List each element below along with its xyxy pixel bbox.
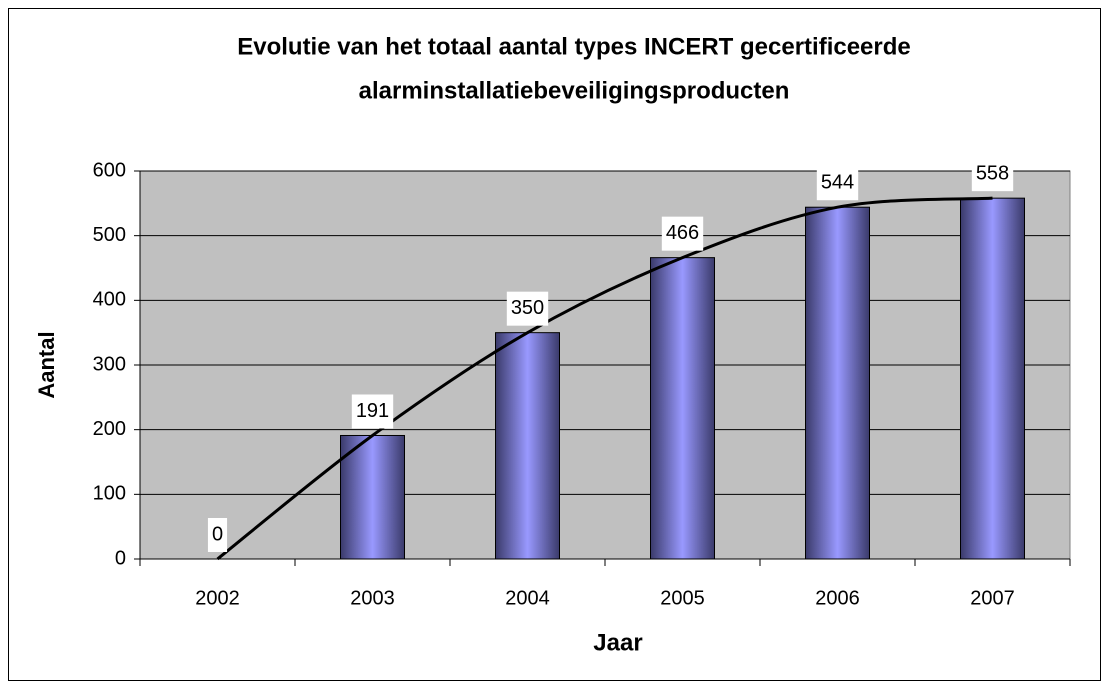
- bar: [805, 206, 870, 560]
- x-tick-label: 2006: [815, 587, 860, 609]
- y-tick-label: 300: [93, 353, 126, 375]
- x-tick-label: 2002: [195, 587, 240, 609]
- value-label: 544: [821, 171, 854, 193]
- y-tick-label: 400: [93, 289, 126, 311]
- y-tick-label: 0: [115, 547, 126, 569]
- y-tick-label: 500: [93, 224, 126, 246]
- x-tick-label: 2004: [505, 587, 550, 609]
- value-label-box: [661, 216, 704, 251]
- value-label-box: [971, 157, 1014, 192]
- y-tick-label: 200: [93, 418, 126, 440]
- chart-title: alarminstallatiebeveiligingsproducten: [359, 77, 790, 104]
- value-label-box: [351, 394, 394, 429]
- bar: [340, 434, 405, 560]
- bar: [650, 257, 715, 560]
- x-tick-label: 2005: [660, 587, 705, 609]
- value-label: 191: [356, 400, 389, 422]
- value-label: 558: [976, 162, 1009, 184]
- bar: [960, 197, 1025, 560]
- value-label: 0: [212, 523, 223, 545]
- value-label-box: [506, 291, 549, 326]
- value-label: 350: [511, 297, 544, 319]
- y-tick-label: 600: [93, 159, 126, 181]
- x-tick-label: 2003: [350, 587, 395, 609]
- trend-line: [216, 196, 993, 561]
- value-label-box: [207, 518, 228, 552]
- y-tick-label: 100: [93, 483, 126, 505]
- value-label-box: [816, 166, 859, 201]
- x-axis-label: Jaar: [593, 629, 642, 656]
- y-axis-label: Aantal: [34, 331, 59, 398]
- chart-title: Evolutie van het totaal aantal types INC…: [237, 33, 911, 60]
- x-tick-label: 2007: [970, 587, 1015, 609]
- bar: [495, 332, 560, 560]
- value-label: 466: [666, 222, 699, 244]
